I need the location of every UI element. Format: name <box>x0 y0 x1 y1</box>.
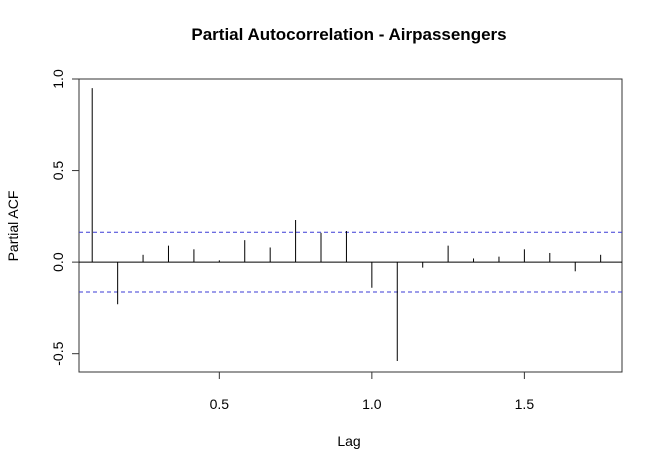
x-axis-label: Lag <box>337 433 360 449</box>
y-axis-label: Partial ACF <box>5 191 21 262</box>
pacf-bars <box>91 88 602 362</box>
y-tick-label: -0.5 <box>50 341 66 365</box>
x-tick-label: 0.5 <box>210 396 230 412</box>
y-tick-label: 1.0 <box>50 69 66 89</box>
y-tick-label: 0.5 <box>50 161 66 181</box>
plot-frame <box>78 78 623 373</box>
y-axis: -0.5 0.0 0.5 1.0 <box>50 69 80 366</box>
y-tick-label: 0.0 <box>50 252 66 272</box>
x-tick-label: 1.5 <box>515 396 535 412</box>
x-axis: 0.5 1.0 1.5 <box>210 371 535 412</box>
chart-title: Partial Autocorrelation - Airpassengers <box>191 25 506 44</box>
x-tick-label: 1.0 <box>362 396 382 412</box>
